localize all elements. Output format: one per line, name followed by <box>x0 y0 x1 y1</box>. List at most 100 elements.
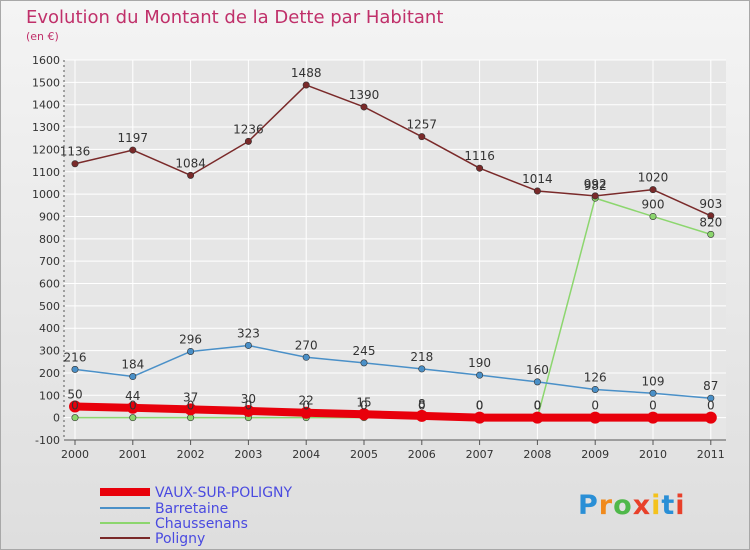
data-point <box>184 403 197 416</box>
y-tick-label: 1300 <box>32 121 60 134</box>
data-point <box>589 411 602 424</box>
data-label: 109 <box>642 374 665 388</box>
data-label: 37 <box>183 390 198 404</box>
data-point <box>649 389 657 397</box>
data-point <box>418 365 426 373</box>
data-point <box>591 192 599 200</box>
data-label: 87 <box>703 379 718 393</box>
y-tick-label: 900 <box>39 210 60 223</box>
data-label: 0 <box>591 399 599 413</box>
data-label: 1197 <box>118 131 149 145</box>
data-label: 1020 <box>638 171 669 185</box>
data-label: 0 <box>360 399 368 413</box>
data-label: 982 <box>584 179 607 193</box>
data-point <box>360 359 368 367</box>
data-point <box>244 137 252 145</box>
data-label: 160 <box>526 363 549 377</box>
data-label: 15 <box>356 395 371 409</box>
data-label: 270 <box>295 338 318 352</box>
data-point <box>473 411 486 424</box>
data-label: 1236 <box>233 122 264 136</box>
y-tick-label: 0 <box>53 412 60 425</box>
data-point <box>358 408 370 421</box>
data-label: 1488 <box>291 66 322 80</box>
y-tick-label: 100 <box>39 389 60 402</box>
y-tick-label: -100 <box>35 434 60 447</box>
data-point <box>126 401 139 414</box>
chart-subtitle: (en €) <box>26 30 59 43</box>
x-tick-label: 2001 <box>119 448 147 461</box>
y-tick-label: 1500 <box>32 76 60 89</box>
data-label: 190 <box>468 356 491 370</box>
data-label: 1116 <box>464 149 495 163</box>
y-tick-label: 400 <box>39 322 60 335</box>
data-point <box>476 371 484 379</box>
x-tick-label: 2008 <box>523 448 551 461</box>
series-line <box>74 84 712 217</box>
y-tick-label: 500 <box>39 300 60 313</box>
y-tick-label: 1000 <box>32 188 60 201</box>
data-label: 900 <box>642 197 665 211</box>
data-label: 0 <box>187 399 195 413</box>
data-point <box>302 81 310 89</box>
y-tick-label: 200 <box>39 367 60 380</box>
data-label: 0 <box>649 399 657 413</box>
data-point <box>71 160 79 168</box>
data-label: 8 <box>418 397 426 411</box>
logo-letter: t <box>661 490 676 521</box>
x-tick-label: 2003 <box>234 448 262 461</box>
data-label: 218 <box>410 350 433 364</box>
data-label: 126 <box>584 370 607 384</box>
y-tick-label: 1600 <box>32 54 60 67</box>
data-label: 0 <box>129 399 137 413</box>
data-point <box>187 171 195 179</box>
data-point <box>71 414 79 422</box>
data-point <box>476 164 484 172</box>
data-label: 1390 <box>349 88 380 102</box>
y-tick-label: 300 <box>39 345 60 358</box>
x-tick-label: 2006 <box>408 448 436 461</box>
logo-letter: P <box>578 490 599 521</box>
data-point <box>129 146 137 154</box>
logo-letter: i <box>675 490 686 521</box>
data-label: 30 <box>241 392 256 406</box>
data-label: 296 <box>179 332 202 346</box>
legend-label: Chaussenans <box>155 516 248 532</box>
x-tick-label: 2011 <box>697 448 725 461</box>
plot-area <box>64 60 726 440</box>
y-tick-label: 800 <box>39 233 60 246</box>
data-point <box>649 212 657 220</box>
x-tick-label: 2002 <box>177 448 205 461</box>
series-line <box>74 344 712 399</box>
data-label: 903 <box>699 197 722 211</box>
data-point <box>187 347 195 355</box>
data-label: 0 <box>71 399 79 413</box>
data-label: 1136 <box>60 145 91 159</box>
x-tick-label: 2000 <box>61 448 89 461</box>
y-tick-label: 700 <box>39 255 60 268</box>
data-point <box>244 341 252 349</box>
legend-label: Poligny <box>155 531 205 547</box>
data-label: 216 <box>64 350 87 364</box>
x-tick-label: 2005 <box>350 448 378 461</box>
data-label: 0 <box>534 399 542 413</box>
data-label: 184 <box>121 358 144 372</box>
data-point <box>707 394 715 402</box>
logo-letter: r <box>598 490 614 521</box>
logo-letter: x <box>632 490 652 521</box>
data-label: 820 <box>699 215 722 229</box>
data-point <box>707 230 715 238</box>
data-label: 0 <box>534 399 542 413</box>
data-label: 0 <box>476 399 484 413</box>
data-point <box>649 186 657 194</box>
y-tick-label: 1100 <box>32 166 60 179</box>
y-tick-label: 1400 <box>32 99 60 112</box>
data-point <box>69 400 81 413</box>
logo-letter: o <box>613 490 633 521</box>
data-point <box>591 385 599 393</box>
y-tick-label: 600 <box>39 278 60 291</box>
data-label: 992 <box>584 177 607 191</box>
data-point <box>647 411 659 424</box>
data-label: 0 <box>418 399 426 413</box>
